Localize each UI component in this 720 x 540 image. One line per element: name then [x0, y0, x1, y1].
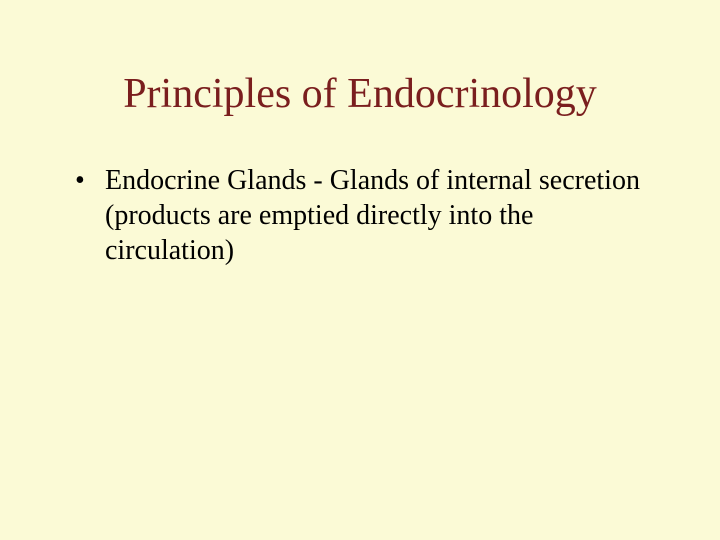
bullet-text: Endocrine Glands - Glands of internal se…	[105, 165, 640, 266]
bullet-item: Endocrine Glands - Glands of internal se…	[75, 163, 660, 268]
slide-container: Principles of Endocrinology Endocrine Gl…	[0, 0, 720, 540]
bullet-list: Endocrine Glands - Glands of internal se…	[60, 163, 660, 268]
slide-title: Principles of Endocrinology	[60, 70, 660, 118]
